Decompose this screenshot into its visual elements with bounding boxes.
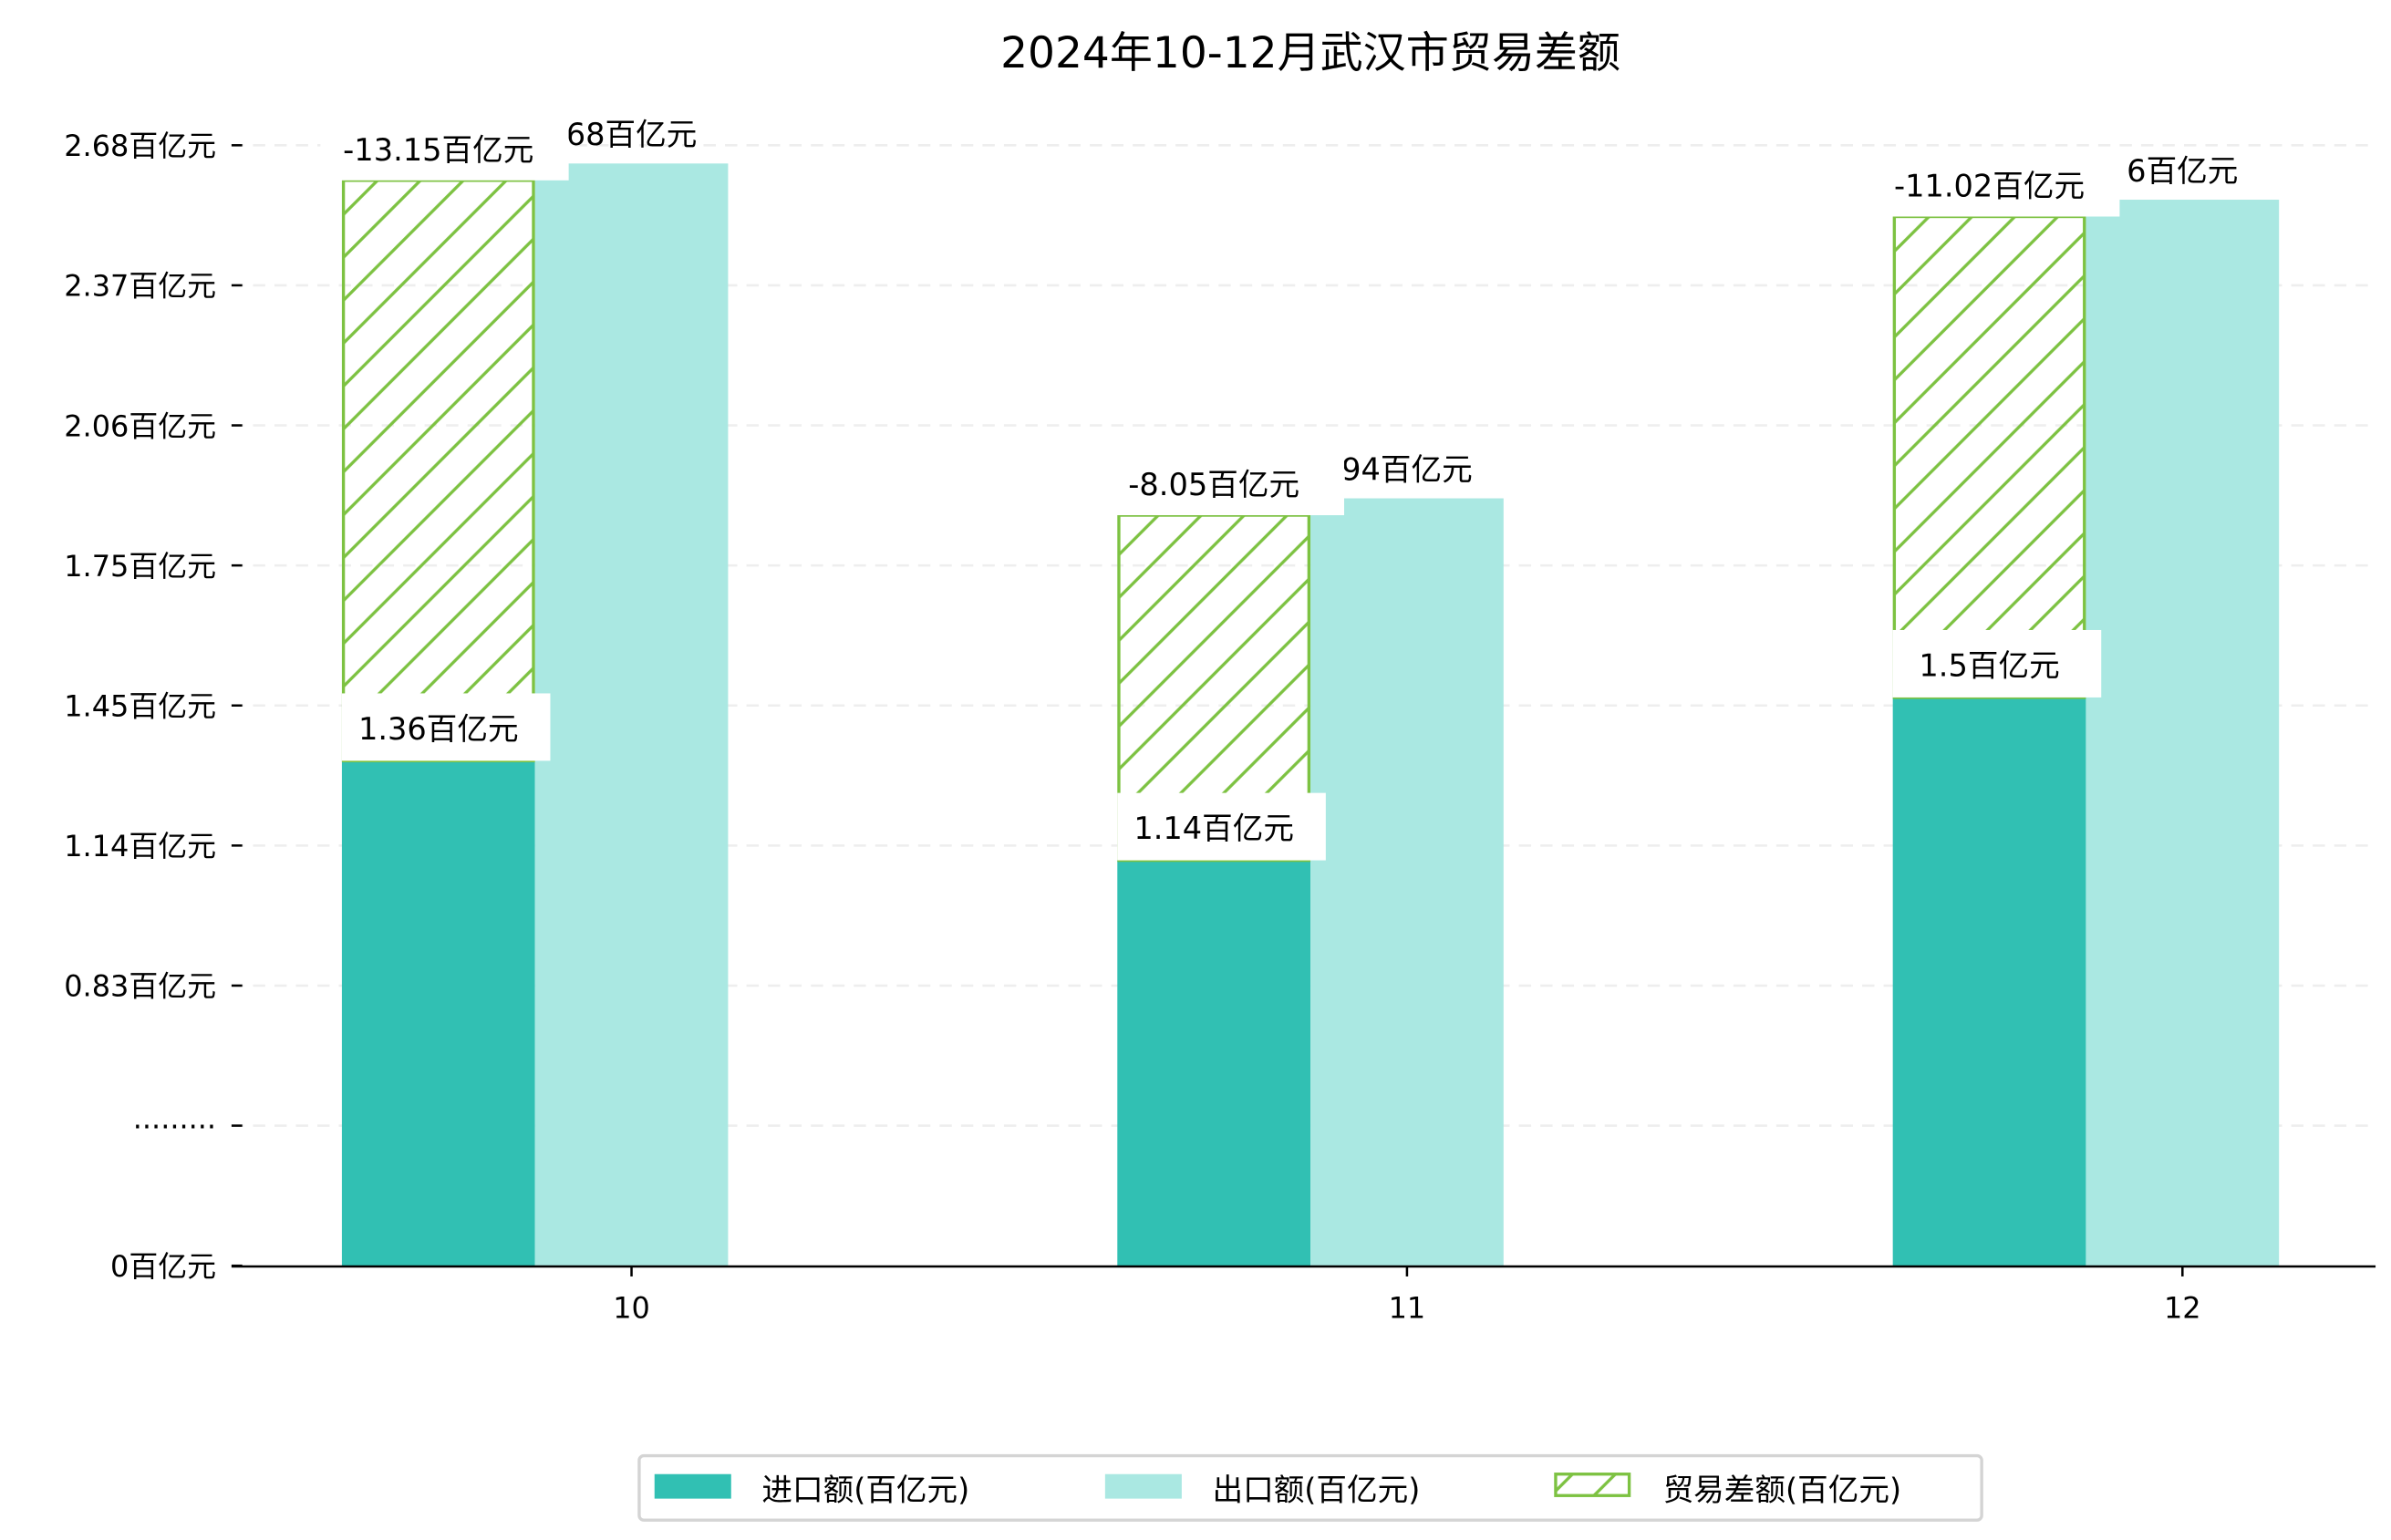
import-value-label: 1.14百亿元 bbox=[1133, 811, 1294, 846]
legend-swatch-3 bbox=[1554, 1473, 1631, 1497]
x-axis-ticks: 10 11 12 bbox=[613, 1266, 2201, 1325]
chart-title: 2024年10-12月武汉市贸易差额 bbox=[1000, 28, 1620, 78]
trade-balance-bar bbox=[1892, 214, 2086, 699]
label-background bbox=[1871, 151, 2120, 217]
export-value-label: 6百亿元 bbox=[2127, 153, 2238, 189]
label-background bbox=[1892, 629, 2102, 698]
import-value-label: 1.36百亿元 bbox=[358, 711, 519, 747]
trade-balance-value-label: -8.05百亿元 bbox=[1128, 467, 1299, 502]
x-tick-label: 12 bbox=[2164, 1290, 2201, 1325]
trade-balance-value-label: -13.15百亿元 bbox=[343, 132, 533, 168]
label-background bbox=[1117, 792, 1326, 861]
legend-swatch-1 bbox=[654, 1473, 731, 1499]
y-tick-label: 2.68百亿元 bbox=[64, 129, 216, 163]
y-tick-label: 2.06百亿元 bbox=[64, 408, 216, 443]
y-tick-label: 0.83百亿元 bbox=[64, 969, 216, 1004]
trade-balance-bar bbox=[341, 179, 535, 763]
y-axis: 0百亿元 ········· 0.83百亿元 1.14百亿元 1.45百亿元 1.75百亿… bbox=[64, 129, 243, 1284]
export-bar bbox=[2086, 200, 2280, 1266]
legend-label-3: 贸易差额(百亿元) bbox=[1663, 1472, 1902, 1507]
legend-swatch-2 bbox=[1104, 1473, 1182, 1499]
y-tick-label: 2.37百亿元 bbox=[64, 269, 216, 304]
y-tick-label: 1.14百亿元 bbox=[64, 829, 216, 863]
bars bbox=[341, 163, 2280, 1266]
export-bar bbox=[1310, 498, 1504, 1266]
y-tick-label: 0百亿元 bbox=[110, 1249, 216, 1284]
label-background bbox=[1095, 450, 1345, 516]
x-tick-label: 10 bbox=[613, 1290, 650, 1325]
import-bar bbox=[341, 760, 535, 1266]
export-bar bbox=[534, 163, 729, 1266]
legend-label-2: 出口额(百亿元) bbox=[1212, 1472, 1420, 1507]
data-labels: 68百亿元 -13.15百亿元 1.36百亿元 94百亿元 -8.05百亿元 1.14百亿… bbox=[320, 116, 2238, 861]
legend-label-1: 进口额(百亿元) bbox=[761, 1472, 969, 1507]
import-bar bbox=[1892, 697, 2086, 1266]
import-bar bbox=[1117, 860, 1311, 1266]
label-background bbox=[341, 693, 551, 761]
export-value-label: 68百亿元 bbox=[566, 117, 698, 152]
import-value-label: 1.5百亿元 bbox=[1919, 647, 2059, 683]
y-tick-label: 1.45百亿元 bbox=[64, 689, 216, 724]
label-background bbox=[320, 116, 569, 181]
y-tick-label: ········· bbox=[133, 1109, 216, 1143]
y-tick-label: 1.75百亿元 bbox=[64, 549, 216, 584]
export-value-label: 94百亿元 bbox=[1341, 451, 1473, 487]
trade-balance-value-label: -11.02百亿元 bbox=[1894, 169, 2085, 204]
legend: 进口额(百亿元) 出口额(百亿元) 贸易差额(百亿元) bbox=[637, 1453, 1983, 1522]
x-tick-label: 11 bbox=[1389, 1290, 1426, 1325]
